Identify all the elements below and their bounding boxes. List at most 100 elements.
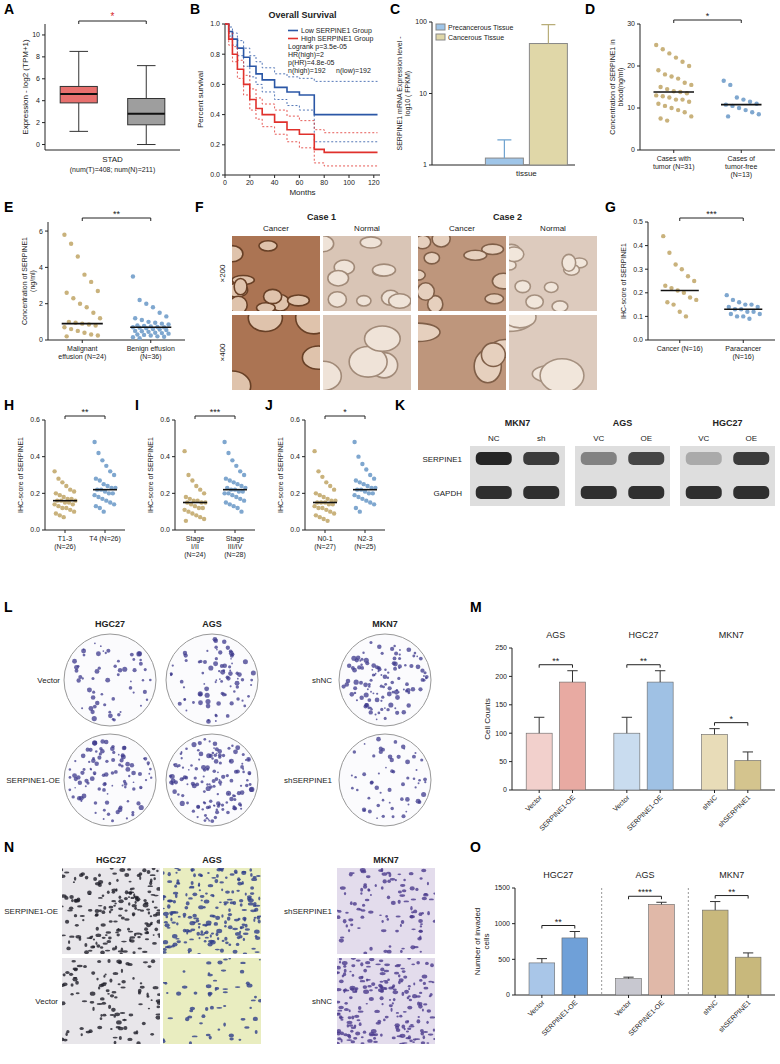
error-bar [655, 671, 665, 682]
y-tick [222, 144, 225, 145]
colony [245, 759, 247, 761]
point [676, 108, 680, 112]
cell [170, 918, 172, 922]
cell [337, 972, 340, 974]
cell [208, 884, 214, 887]
panel-letter: N [4, 839, 14, 855]
point [107, 491, 111, 495]
cell [82, 1000, 87, 1002]
cell [190, 928, 195, 931]
cell [119, 1036, 122, 1040]
cell [241, 883, 244, 885]
cell [391, 901, 396, 905]
colony [94, 741, 96, 743]
point [368, 500, 372, 504]
cell [362, 904, 365, 907]
point [131, 335, 135, 339]
point [364, 498, 368, 502]
colony [353, 686, 357, 690]
cell-line-label: HGC27 [96, 855, 126, 865]
point [105, 484, 109, 488]
cell [204, 932, 207, 934]
point [82, 272, 86, 276]
point [727, 305, 731, 309]
cell [401, 992, 404, 996]
cell [163, 898, 165, 901]
colony [406, 703, 410, 707]
colony [421, 792, 426, 797]
cell [163, 940, 168, 944]
cell [253, 876, 257, 878]
cell [93, 938, 95, 940]
cell [86, 937, 92, 939]
x-tick [714, 790, 715, 793]
point [153, 321, 157, 325]
cell [214, 879, 218, 883]
cell [201, 900, 203, 902]
legend-swatch [288, 38, 298, 40]
y-tick [42, 144, 45, 145]
y-tick-label: 100 [495, 730, 507, 737]
whisker-cap [69, 51, 88, 52]
cell [100, 997, 105, 1000]
cell [185, 893, 187, 896]
cell [140, 982, 143, 984]
point [322, 495, 326, 499]
cell [66, 947, 70, 951]
cell [369, 958, 374, 961]
cell [108, 1005, 111, 1009]
colony [388, 702, 393, 707]
colony [354, 776, 356, 778]
cell [96, 944, 100, 947]
cell [256, 875, 261, 877]
cell [225, 942, 229, 945]
x-axis-title: Months [289, 188, 315, 197]
cell [117, 934, 120, 937]
cell [84, 943, 87, 947]
cell [111, 1008, 116, 1012]
cell [156, 920, 160, 924]
plot-marks [163, 868, 261, 954]
cell [121, 980, 125, 983]
micrograph [163, 868, 261, 954]
colony [204, 686, 209, 691]
error-bar [622, 717, 632, 733]
y-tick-label: 8 [36, 53, 40, 60]
median-line [93, 489, 117, 491]
cell [223, 991, 228, 993]
colony [92, 741, 97, 746]
micrograph [337, 868, 435, 954]
cell [430, 963, 434, 967]
cell [410, 886, 415, 890]
category-label: Vector [612, 793, 631, 812]
band [733, 486, 769, 499]
cell [240, 970, 244, 974]
cell [381, 886, 384, 890]
cell [337, 915, 340, 919]
colony [147, 764, 149, 766]
colony [412, 755, 416, 759]
cell [212, 915, 216, 918]
cell [225, 877, 228, 879]
point [676, 76, 680, 80]
cell [337, 988, 342, 991]
cell [102, 894, 105, 897]
colony [111, 819, 114, 822]
colony [112, 718, 114, 720]
point [162, 335, 166, 339]
point [64, 291, 68, 295]
cell [222, 940, 225, 942]
colony [174, 780, 178, 784]
cell [218, 1029, 221, 1031]
y-tick-label: 0.2 [290, 490, 300, 497]
colony [246, 757, 251, 762]
colony [353, 750, 356, 753]
colony [148, 773, 150, 775]
colony [363, 682, 368, 687]
x-tick-label: 0 [223, 179, 227, 186]
cell [154, 906, 158, 908]
cell [147, 965, 151, 968]
cell [93, 877, 97, 881]
colony [213, 661, 218, 666]
cell [73, 881, 75, 883]
